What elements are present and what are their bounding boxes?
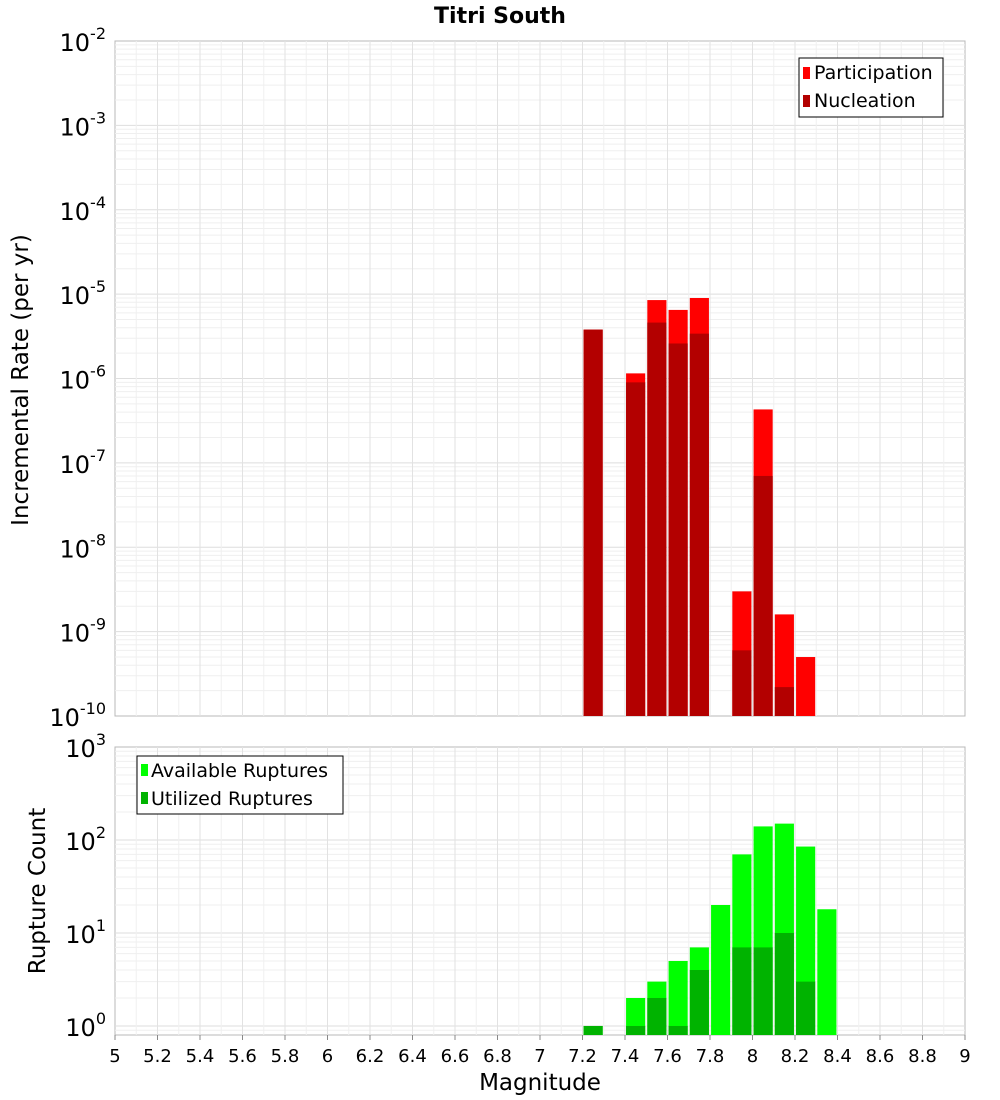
x-tick-label: 7.8: [696, 1046, 725, 1067]
x-tick-label: 6: [322, 1046, 333, 1067]
rate-y-tick-label: 10-9: [60, 615, 107, 648]
rate-bars: [583, 297, 816, 716]
utilized-ruptures-bar: [668, 1025, 688, 1035]
x-tick-label: 7.4: [611, 1046, 640, 1067]
count-y-axis-label: Rupture Count: [25, 808, 51, 974]
rate-y-tick-label: 10-10: [49, 699, 106, 732]
nucleation-bar: [647, 322, 667, 716]
x-tick-label: 6.4: [398, 1046, 427, 1067]
legend-available-swatch: [141, 764, 148, 776]
legend-available-label: Available Ruptures: [151, 760, 328, 782]
x-tick-label: 5.2: [143, 1046, 172, 1067]
x-tick-label: 7.6: [653, 1046, 682, 1067]
count-y-tick-label: 103: [65, 730, 106, 763]
rate-y-tick-label: 10-8: [60, 530, 107, 563]
rate-y-tick-label: 10-7: [60, 446, 107, 479]
utilized-ruptures-bar: [626, 1025, 646, 1035]
available-ruptures-bar: [817, 909, 837, 1035]
count-y-tick-label: 100: [65, 1009, 106, 1042]
nucleation-bar: [732, 650, 752, 716]
available-ruptures-bar: [668, 960, 688, 1035]
x-axis-label: Magnitude: [479, 1070, 601, 1096]
rate-legend-box: [798, 57, 944, 118]
nucleation-bar: [626, 382, 646, 716]
count-y-tick-label: 101: [65, 916, 106, 949]
rate-y-axis-label: Incremental Rate (per yr): [8, 234, 34, 526]
legend-nucleation-label: Nucleation: [814, 90, 916, 112]
count-legend-box: [136, 755, 344, 815]
participation-bar: [796, 657, 816, 716]
x-tick-label: 7: [534, 1046, 545, 1067]
x-tick-label: 6.2: [356, 1046, 385, 1067]
x-tick-label: 8.4: [823, 1046, 852, 1067]
x-tick-label: 8.6: [866, 1046, 895, 1067]
utilized-ruptures-bar: [689, 969, 709, 1035]
rate-y-tick-label: 10-3: [60, 108, 107, 141]
count-y-ticks: 103 102 101 100: [65, 730, 106, 1042]
x-tick-label: 6.8: [483, 1046, 512, 1067]
x-tick-label: 5: [109, 1046, 120, 1067]
rate-y-tick-label: 10-6: [60, 362, 107, 395]
available-ruptures-bar: [711, 904, 731, 1035]
available-ruptures-bar: [626, 997, 646, 1035]
x-tick-label: 5.6: [228, 1046, 257, 1067]
nucleation-bar: [774, 687, 794, 716]
utilized-ruptures-bar: [647, 997, 667, 1035]
count-panel: 103 102 101 100 5 5.2 5.4 5.6 5.8 6 6.2 6.4 6.6 6.8 7…: [25, 730, 971, 1096]
rate-legend: Participation Nucleation: [798, 57, 944, 118]
legend-participation-label: Participation: [814, 62, 933, 84]
count-legend: Available Ruptures Utilized Ruptures: [136, 755, 344, 815]
legend-utilized-label: Utilized Ruptures: [151, 788, 313, 810]
x-tick-label: 5.4: [186, 1046, 215, 1067]
legend-participation-swatch: [803, 67, 810, 79]
utilized-ruptures-bar: [583, 1025, 603, 1035]
count-y-tick-label: 102: [65, 823, 106, 856]
nucleation-bar: [668, 343, 688, 716]
nucleation-bar: [583, 329, 603, 716]
x-tick-label: 9: [959, 1046, 970, 1067]
utilized-ruptures-bar: [732, 947, 752, 1035]
utilized-ruptures-bar: [753, 947, 773, 1035]
magnitude-x-ticks: 5 5.2 5.4 5.6 5.8 6 6.2 6.4 6.6 6.8 7 7.2 7.4 7.6 7.8 8…: [109, 1035, 971, 1067]
legend-utilized-swatch: [141, 792, 148, 804]
x-tick-label: 5.8: [271, 1046, 300, 1067]
rate-y-ticks: 10-2 10-3 10-4 10-5 10-6 10-7 10-8 10-9 10-10: [49, 24, 106, 732]
x-tick-label: 8.2: [781, 1046, 810, 1067]
rate-grid: [115, 41, 965, 716]
nucleation-bar: [753, 475, 773, 716]
rate-y-tick-label: 10-5: [60, 277, 107, 310]
rate-y-tick-label: 10-2: [60, 24, 107, 57]
x-tick-label: 7.2: [568, 1046, 597, 1067]
count-bars: [583, 823, 837, 1035]
rate-panel: 10-2 10-3 10-4 10-5 10-6 10-7 10-8 10-9 10-10 In…: [8, 24, 966, 732]
x-tick-label: 8.8: [908, 1046, 937, 1067]
x-tick-label: 8: [747, 1046, 758, 1067]
nucleation-bar: [689, 333, 709, 716]
utilized-ruptures-bar: [796, 981, 816, 1035]
chart-title: Titri South: [434, 4, 566, 29]
utilized-ruptures-bar: [774, 932, 794, 1035]
x-tick-label: 6.6: [441, 1046, 470, 1067]
rate-y-tick-label: 10-4: [60, 193, 107, 226]
legend-nucleation-swatch: [803, 95, 810, 107]
